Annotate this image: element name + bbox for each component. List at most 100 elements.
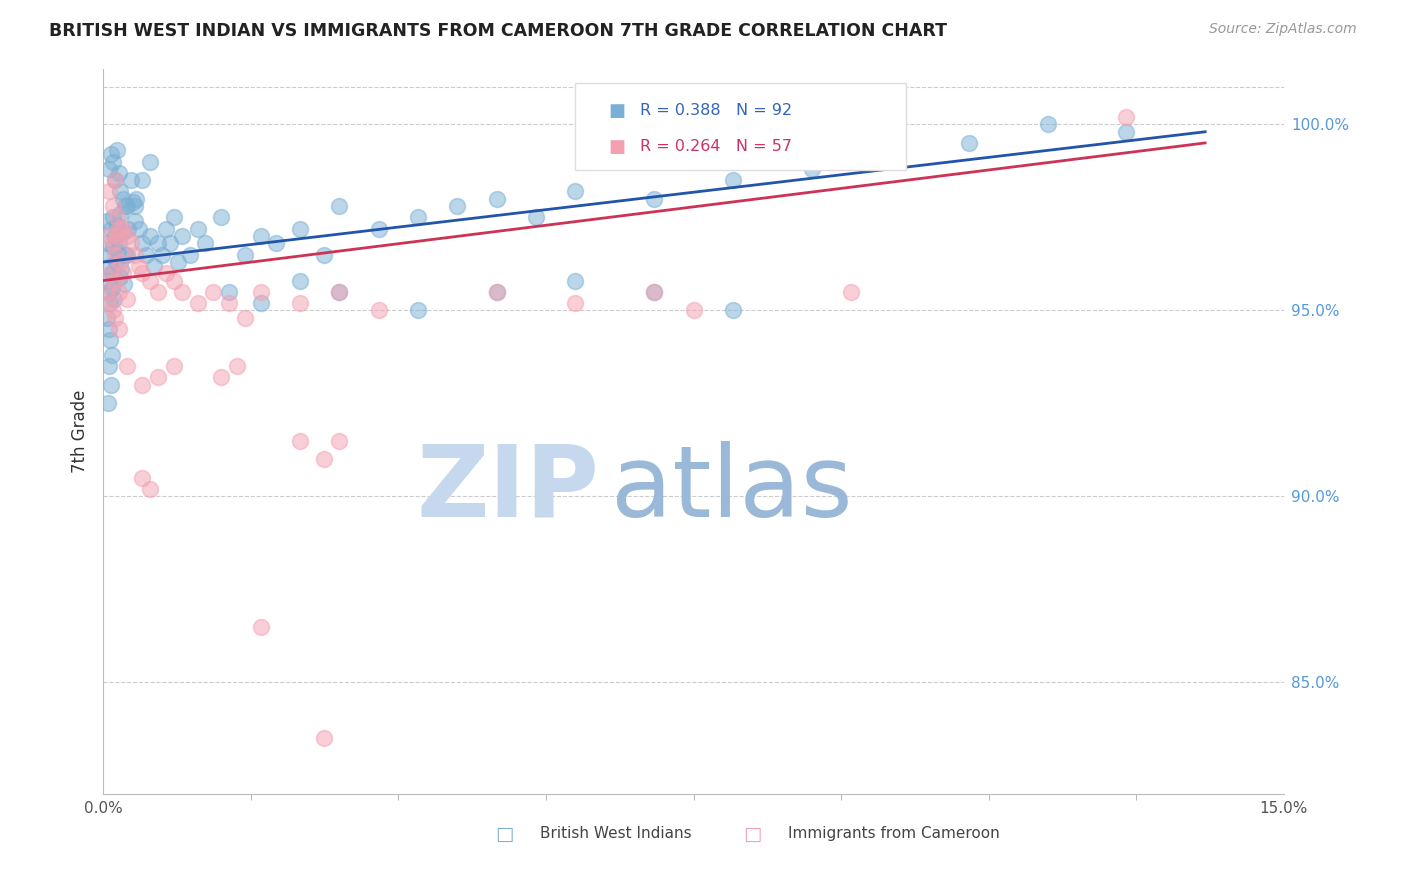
Point: [266, 236, 288, 251]
Point: [150, 247, 173, 261]
Point: [110, 262, 132, 277]
Point: [328, 285, 350, 299]
Point: [96, 285, 118, 299]
Point: [485, 285, 508, 299]
Point: [104, 274, 127, 288]
Point: [100, 377, 122, 392]
Point: [104, 229, 127, 244]
Point: [288, 274, 311, 288]
Point: [564, 296, 586, 310]
Text: R = 0.264   N = 57: R = 0.264 N = 57: [640, 139, 793, 154]
Point: [564, 184, 586, 198]
Point: [328, 434, 350, 448]
Point: [110, 255, 132, 269]
Point: [122, 195, 145, 210]
Point: [108, 269, 131, 284]
Point: [187, 296, 209, 310]
Point: [367, 303, 389, 318]
Point: [98, 259, 121, 273]
Point: [170, 229, 193, 244]
Point: [226, 359, 249, 374]
Point: [249, 619, 271, 633]
Text: R = 0.388   N = 92: R = 0.388 N = 92: [640, 103, 793, 118]
Point: [97, 285, 120, 299]
Point: [312, 452, 335, 467]
Point: [101, 236, 124, 251]
Point: [406, 303, 429, 318]
Text: ■: ■: [609, 102, 626, 120]
Point: [101, 211, 124, 225]
Point: [98, 229, 121, 244]
Point: [101, 281, 124, 295]
Point: [957, 136, 980, 150]
FancyBboxPatch shape: [575, 83, 905, 170]
Point: [288, 296, 311, 310]
Point: [100, 147, 122, 161]
Point: [524, 211, 547, 225]
Point: [104, 247, 127, 261]
Point: [101, 266, 124, 280]
Point: [159, 236, 181, 251]
Point: [100, 266, 122, 280]
Point: [135, 247, 157, 261]
Text: □: □: [744, 824, 762, 844]
Point: [233, 247, 256, 261]
Point: [101, 154, 124, 169]
Point: [108, 221, 131, 235]
Point: [104, 173, 127, 187]
Point: [564, 274, 586, 288]
Point: [96, 274, 118, 288]
Point: [115, 292, 138, 306]
Text: ■: ■: [609, 138, 626, 156]
Point: [124, 199, 146, 213]
Point: [1115, 125, 1137, 139]
Point: [115, 229, 138, 244]
Point: [98, 296, 121, 310]
Point: [110, 184, 132, 198]
Point: [115, 247, 138, 261]
Point: [879, 147, 901, 161]
Text: □: □: [495, 824, 513, 844]
Point: [131, 236, 153, 251]
Point: [101, 348, 124, 362]
Point: [643, 285, 665, 299]
Point: [97, 396, 120, 410]
Point: [1036, 117, 1059, 131]
Point: [101, 199, 124, 213]
Point: [328, 285, 350, 299]
Point: [139, 154, 162, 169]
Point: [367, 221, 389, 235]
Point: [148, 285, 170, 299]
Point: [721, 173, 744, 187]
Point: [167, 255, 190, 269]
Text: BRITISH WEST INDIAN VS IMMIGRANTS FROM CAMEROON 7TH GRADE CORRELATION CHART: BRITISH WEST INDIAN VS IMMIGRANTS FROM C…: [49, 22, 948, 40]
Point: [98, 359, 121, 374]
Point: [100, 221, 122, 235]
Point: [163, 274, 186, 288]
Point: [117, 221, 139, 235]
Point: [128, 221, 150, 235]
Point: [218, 296, 240, 310]
Point: [179, 247, 201, 261]
Point: [107, 244, 129, 258]
Point: [163, 211, 186, 225]
Point: [202, 285, 225, 299]
Point: [131, 471, 153, 485]
Point: [406, 211, 429, 225]
Point: [209, 370, 232, 384]
Point: [131, 173, 153, 187]
Point: [96, 310, 118, 325]
Point: [108, 166, 131, 180]
Point: [328, 199, 350, 213]
Point: [105, 229, 128, 244]
Point: [103, 240, 125, 254]
Point: [108, 285, 131, 299]
Point: [111, 225, 134, 239]
Point: [108, 322, 131, 336]
Point: [446, 199, 468, 213]
Point: [131, 377, 153, 392]
Point: [194, 236, 217, 251]
Point: [485, 192, 508, 206]
Point: [104, 173, 127, 187]
Point: [721, 303, 744, 318]
